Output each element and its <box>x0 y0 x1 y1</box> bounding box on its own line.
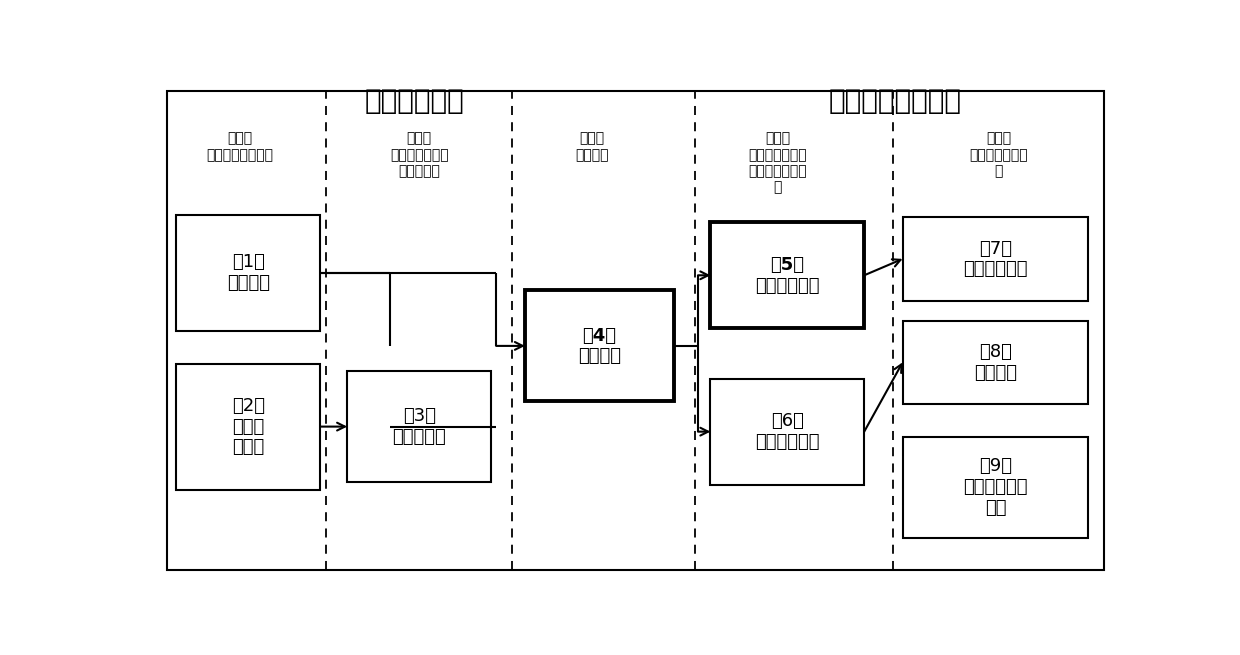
Text: 速度位置求解部分: 速度位置求解部分 <box>828 87 961 115</box>
Text: 第二级
磁和惯导结合的
磁向角求解: 第二级 磁和惯导结合的 磁向角求解 <box>389 132 449 178</box>
Text: 第四级
惯导速度位置更
新和气压高度求
解: 第四级 惯导速度位置更 新和气压高度求 解 <box>749 132 807 194</box>
Text: （5）
速度位置更新: （5） 速度位置更新 <box>755 256 820 295</box>
Text: 第五级
速度位置组合滤
波: 第五级 速度位置组合滤 波 <box>970 132 1028 178</box>
Text: 姿态求解部分: 姿态求解部分 <box>365 87 464 115</box>
Bar <box>525 290 675 402</box>
Text: （2）
水平姿
态求解: （2） 水平姿 态求解 <box>232 397 264 457</box>
Text: （1）
姿态更新: （1） 姿态更新 <box>227 253 270 292</box>
Text: 第三级
姿态滤波: 第三级 姿态滤波 <box>575 132 609 162</box>
Bar <box>711 222 864 328</box>
Text: （8）
高度滤波: （8） 高度滤波 <box>973 343 1017 382</box>
Bar <box>903 217 1089 301</box>
Bar <box>176 364 320 490</box>
Bar <box>711 379 864 485</box>
Text: （6）
气压高度求解: （6） 气压高度求解 <box>755 412 820 451</box>
Bar <box>176 215 320 331</box>
Bar <box>347 371 491 482</box>
Text: （9）
姿态速度位置
滤波: （9） 姿态速度位置 滤波 <box>963 457 1028 517</box>
Text: （7）
速度位置滤波: （7） 速度位置滤波 <box>963 240 1028 278</box>
Text: （3）
磁向角求解: （3） 磁向角求解 <box>392 407 446 446</box>
Bar <box>903 437 1089 538</box>
Text: 第一级
纯惯姿态更新求解: 第一级 纯惯姿态更新求解 <box>206 132 273 162</box>
Text: （4）
姿态滤波: （4） 姿态滤波 <box>578 326 621 365</box>
Bar <box>903 321 1089 404</box>
